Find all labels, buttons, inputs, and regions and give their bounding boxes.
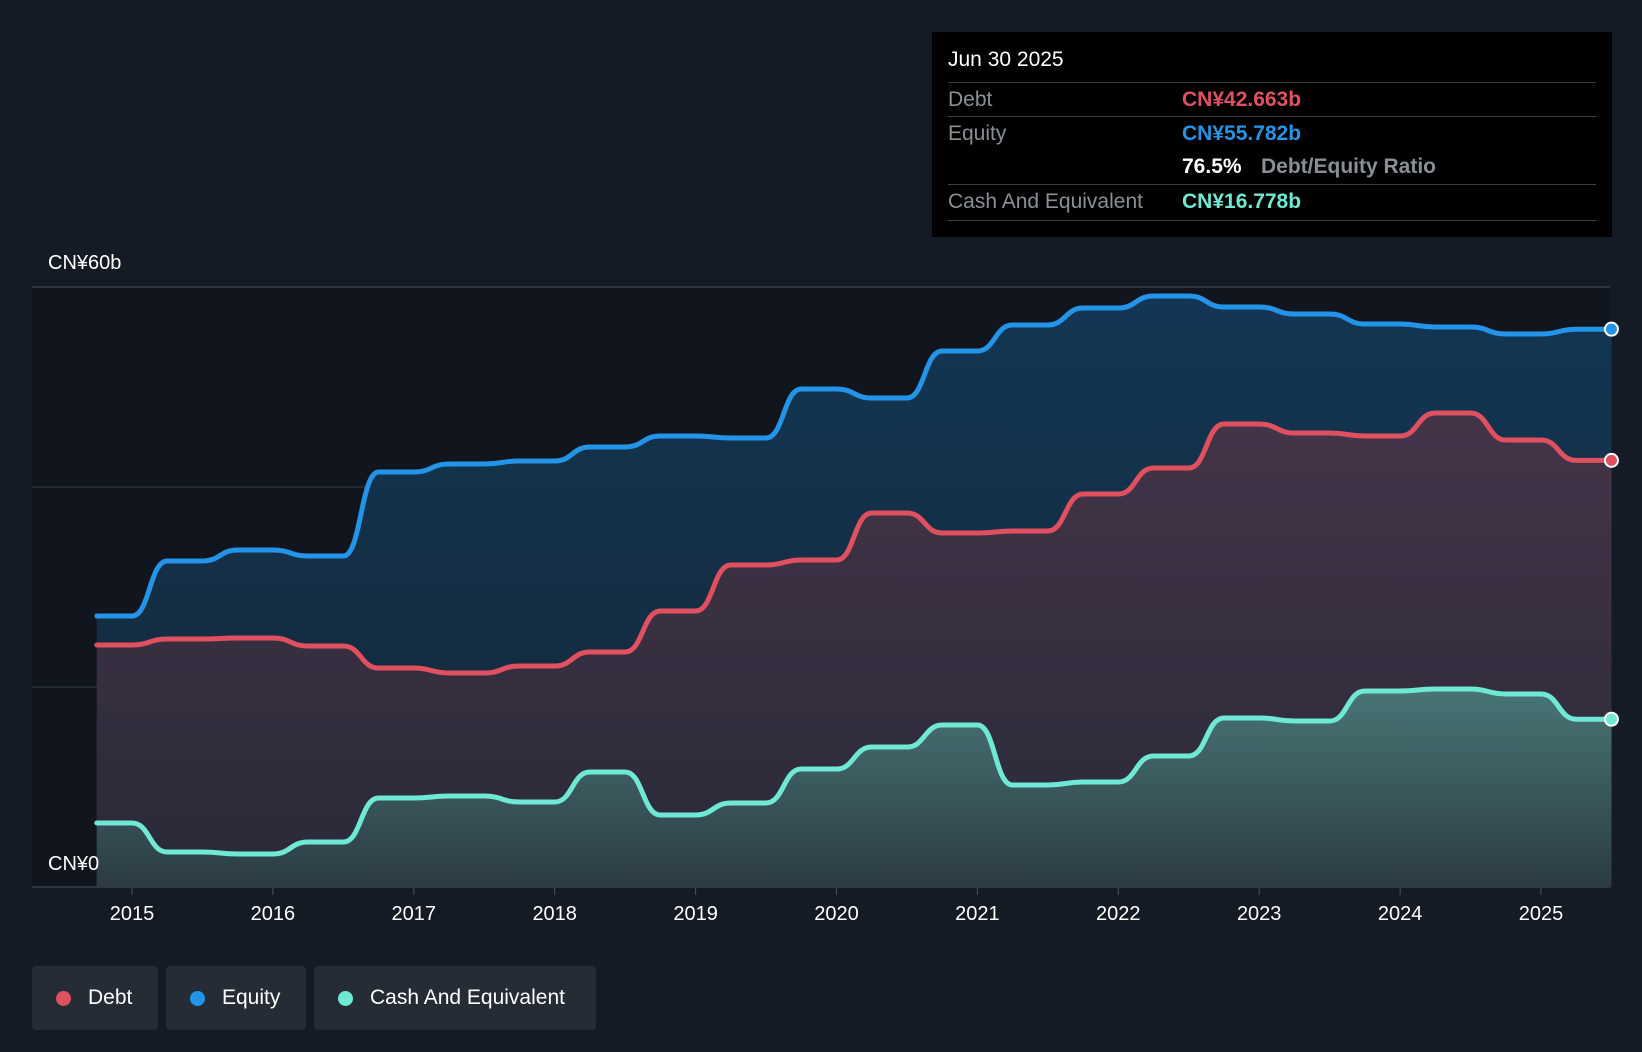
y-tick-bottom: CN¥0 — [48, 853, 99, 875]
legend-item-debt[interactable]: Debt — [32, 966, 158, 1030]
x-tick-label-2022: 2022 — [1096, 903, 1141, 925]
x-tick-label-2023: 2023 — [1237, 903, 1282, 925]
x-tick-label-2015: 2015 — [110, 903, 155, 925]
legend-cash-label: Cash And Equivalent — [370, 986, 565, 1009]
legend-item-equity[interactable]: Equity — [166, 966, 306, 1030]
x-tick-label-2019: 2019 — [673, 903, 718, 925]
cash-endpoint[interactable] — [1603, 711, 1619, 727]
legend-debt-label: Debt — [88, 986, 133, 1009]
tooltip-ratio-value: 76.5% — [1182, 155, 1242, 178]
legend-item-cash[interactable]: Cash And Equivalent — [314, 966, 596, 1030]
equity-line — [94, 293, 1614, 619]
tooltip-cash-value: CN¥16.778b — [1182, 190, 1302, 213]
tooltip-equity-value: CN¥55.782b — [1182, 122, 1302, 145]
tooltip-row-ratio: 76.5% Debt/Equity Ratio — [948, 150, 1596, 184]
legend-equity-label: Equity — [222, 986, 281, 1009]
tooltip-date: Jun 30 2025 — [948, 48, 1064, 71]
equity-dot-icon — [190, 991, 205, 1006]
tooltip-row-equity: Equity CN¥55.782b — [948, 116, 1596, 151]
tooltip-debt-value: CN¥42.663b — [1182, 88, 1302, 111]
tooltip-row-debt: Debt CN¥42.663b — [948, 82, 1596, 117]
debt-line — [94, 410, 1614, 676]
y-tick-top: CN¥60b — [48, 252, 121, 274]
debt-endpoint[interactable] — [1603, 452, 1619, 468]
x-tick-label-2025: 2025 — [1519, 903, 1564, 925]
tooltip-debt-label: Debt — [948, 88, 993, 111]
x-tick-label-2020: 2020 — [814, 903, 859, 925]
tooltip-equity-label: Equity — [948, 122, 1007, 145]
cash-dot-icon — [338, 991, 353, 1006]
tooltip-divider — [948, 220, 1596, 221]
x-tick-label-2017: 2017 — [392, 903, 437, 925]
x-tick-label-2024: 2024 — [1378, 903, 1423, 925]
cash-line — [94, 686, 1614, 857]
x-tick-label-2016: 2016 — [251, 903, 296, 925]
debt-dot-icon — [56, 991, 71, 1006]
tooltip-ratio-label: Debt/Equity Ratio — [1261, 155, 1437, 178]
equity-endpoint[interactable] — [1603, 321, 1619, 337]
tooltip-row-cash: Cash And Equivalent CN¥16.778b — [948, 184, 1596, 219]
tooltip-cash-label: Cash And Equivalent — [948, 190, 1143, 213]
x-tick-label-2021: 2021 — [955, 903, 1000, 925]
cash-area — [96, 689, 1612, 887]
x-tick-label-2018: 2018 — [532, 903, 577, 925]
tooltip-panel: Jun 30 2025 Debt CN¥42.663b Equity CN¥55… — [932, 32, 1612, 237]
